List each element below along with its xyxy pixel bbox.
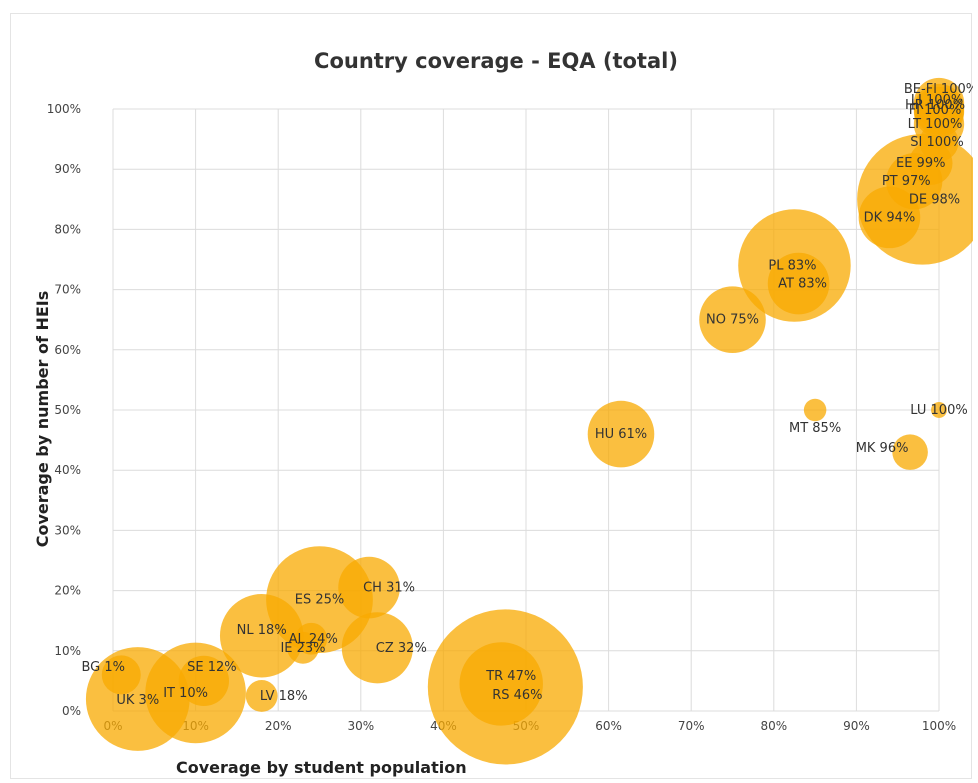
y-tick-label: 80% bbox=[54, 222, 81, 236]
y-tick-label: 10% bbox=[54, 644, 81, 658]
x-tick-label: 30% bbox=[347, 719, 374, 733]
y-tick-label: 60% bbox=[54, 343, 81, 357]
bubble-data-label: AT 83% bbox=[778, 277, 827, 292]
x-tick-label: 70% bbox=[678, 719, 705, 733]
bubble-data-label: HR 100% bbox=[905, 98, 965, 113]
y-tick-label: 70% bbox=[54, 283, 81, 297]
data-labels: UK 3% BG 1% IT 10% SE 12% LV 18% NL 18% ES 25%… bbox=[81, 82, 973, 708]
bubble-point bbox=[931, 402, 947, 418]
bubble-data-label: CH 31% bbox=[363, 581, 415, 596]
bubble-data-label: FI 100% bbox=[909, 103, 962, 118]
bubble-data-label: AL 24% bbox=[289, 632, 338, 647]
bubble-data-label: LI 100% bbox=[911, 93, 963, 108]
bubble-data-label: SE 12% bbox=[187, 660, 237, 675]
bubble-data-label: RS 46% bbox=[492, 688, 542, 703]
bubble-chart: 0%10%20%30%40%50%60%70%80%90%100%0%10%20… bbox=[33, 49, 973, 777]
bubble-data-label: BE-Fl 100% bbox=[904, 82, 973, 97]
bubble-data-label: BG 1% bbox=[81, 660, 125, 675]
bubbles bbox=[85, 77, 973, 765]
bubble-data-label: EE 99% bbox=[896, 156, 945, 171]
bubble-data-label: UK 3% bbox=[116, 693, 159, 708]
x-tick-label: 20% bbox=[265, 719, 292, 733]
y-tick-label: 0% bbox=[62, 704, 81, 718]
x-tick-label: 100% bbox=[922, 719, 956, 733]
y-tick-label: 30% bbox=[54, 523, 81, 537]
bubble-point bbox=[178, 655, 230, 707]
bubble-point bbox=[101, 655, 141, 695]
bubble-data-label: ES 25% bbox=[295, 593, 345, 608]
bubble-point bbox=[919, 122, 959, 162]
bubble-data-label: IT 10% bbox=[163, 686, 208, 701]
y-tick-label: 50% bbox=[54, 403, 81, 417]
bubble-point bbox=[219, 594, 304, 678]
y-tick-label: 20% bbox=[54, 584, 81, 598]
bubble-data-label: NL 18% bbox=[237, 623, 287, 638]
bubble-point bbox=[287, 631, 319, 664]
bubble-point bbox=[767, 252, 830, 315]
bubble-data-label: MK 96% bbox=[856, 441, 909, 456]
bubble-data-label: SI 100% bbox=[910, 135, 963, 150]
y-tick-label: 40% bbox=[54, 463, 81, 477]
x-tick-label: 80% bbox=[760, 719, 787, 733]
bubble-data-label: TR 47% bbox=[485, 669, 536, 684]
bubble-point bbox=[587, 400, 655, 468]
bubble-point bbox=[699, 286, 766, 353]
bubble-point bbox=[459, 642, 543, 726]
y-tick-label: 100% bbox=[47, 102, 81, 116]
bubble-data-label: PT 97% bbox=[882, 174, 931, 189]
y-tick-label: 90% bbox=[54, 162, 81, 176]
bubble-data-label: LU 100% bbox=[910, 403, 967, 418]
y-axis-title: Coverage by number of HEIs bbox=[33, 291, 52, 548]
x-axis-title: Coverage by student population bbox=[176, 758, 467, 777]
bubble-data-label: LV 18% bbox=[260, 689, 308, 704]
bubble-data-label: MT 85% bbox=[789, 421, 841, 436]
bubble-point bbox=[892, 434, 928, 470]
bubble-point bbox=[803, 398, 827, 422]
x-tick-label: 60% bbox=[595, 719, 622, 733]
bubble-data-label: DE 98% bbox=[909, 192, 960, 207]
bubble-data-label: HU 61% bbox=[595, 427, 647, 442]
bubble-data-label: PL 83% bbox=[768, 259, 816, 274]
bubble-point bbox=[341, 612, 413, 684]
bubble-point bbox=[926, 93, 952, 119]
bubble-data-label: NO 75% bbox=[706, 313, 759, 328]
bubble-data-label: LT 100% bbox=[908, 117, 963, 132]
bubble-data-label: IE 23% bbox=[280, 641, 325, 656]
bubble-point bbox=[245, 680, 278, 712]
bubble-data-label: CZ 32% bbox=[376, 641, 427, 656]
x-tick-label: 90% bbox=[843, 719, 870, 733]
bubble-data-label: DK 94% bbox=[864, 210, 916, 225]
bubble-point bbox=[338, 556, 400, 619]
chart-container: 0%10%20%30%40%50%60%70%80%90%100%0%10%20… bbox=[10, 13, 973, 779]
chart-title: Country coverage - EQA (total) bbox=[314, 49, 678, 73]
